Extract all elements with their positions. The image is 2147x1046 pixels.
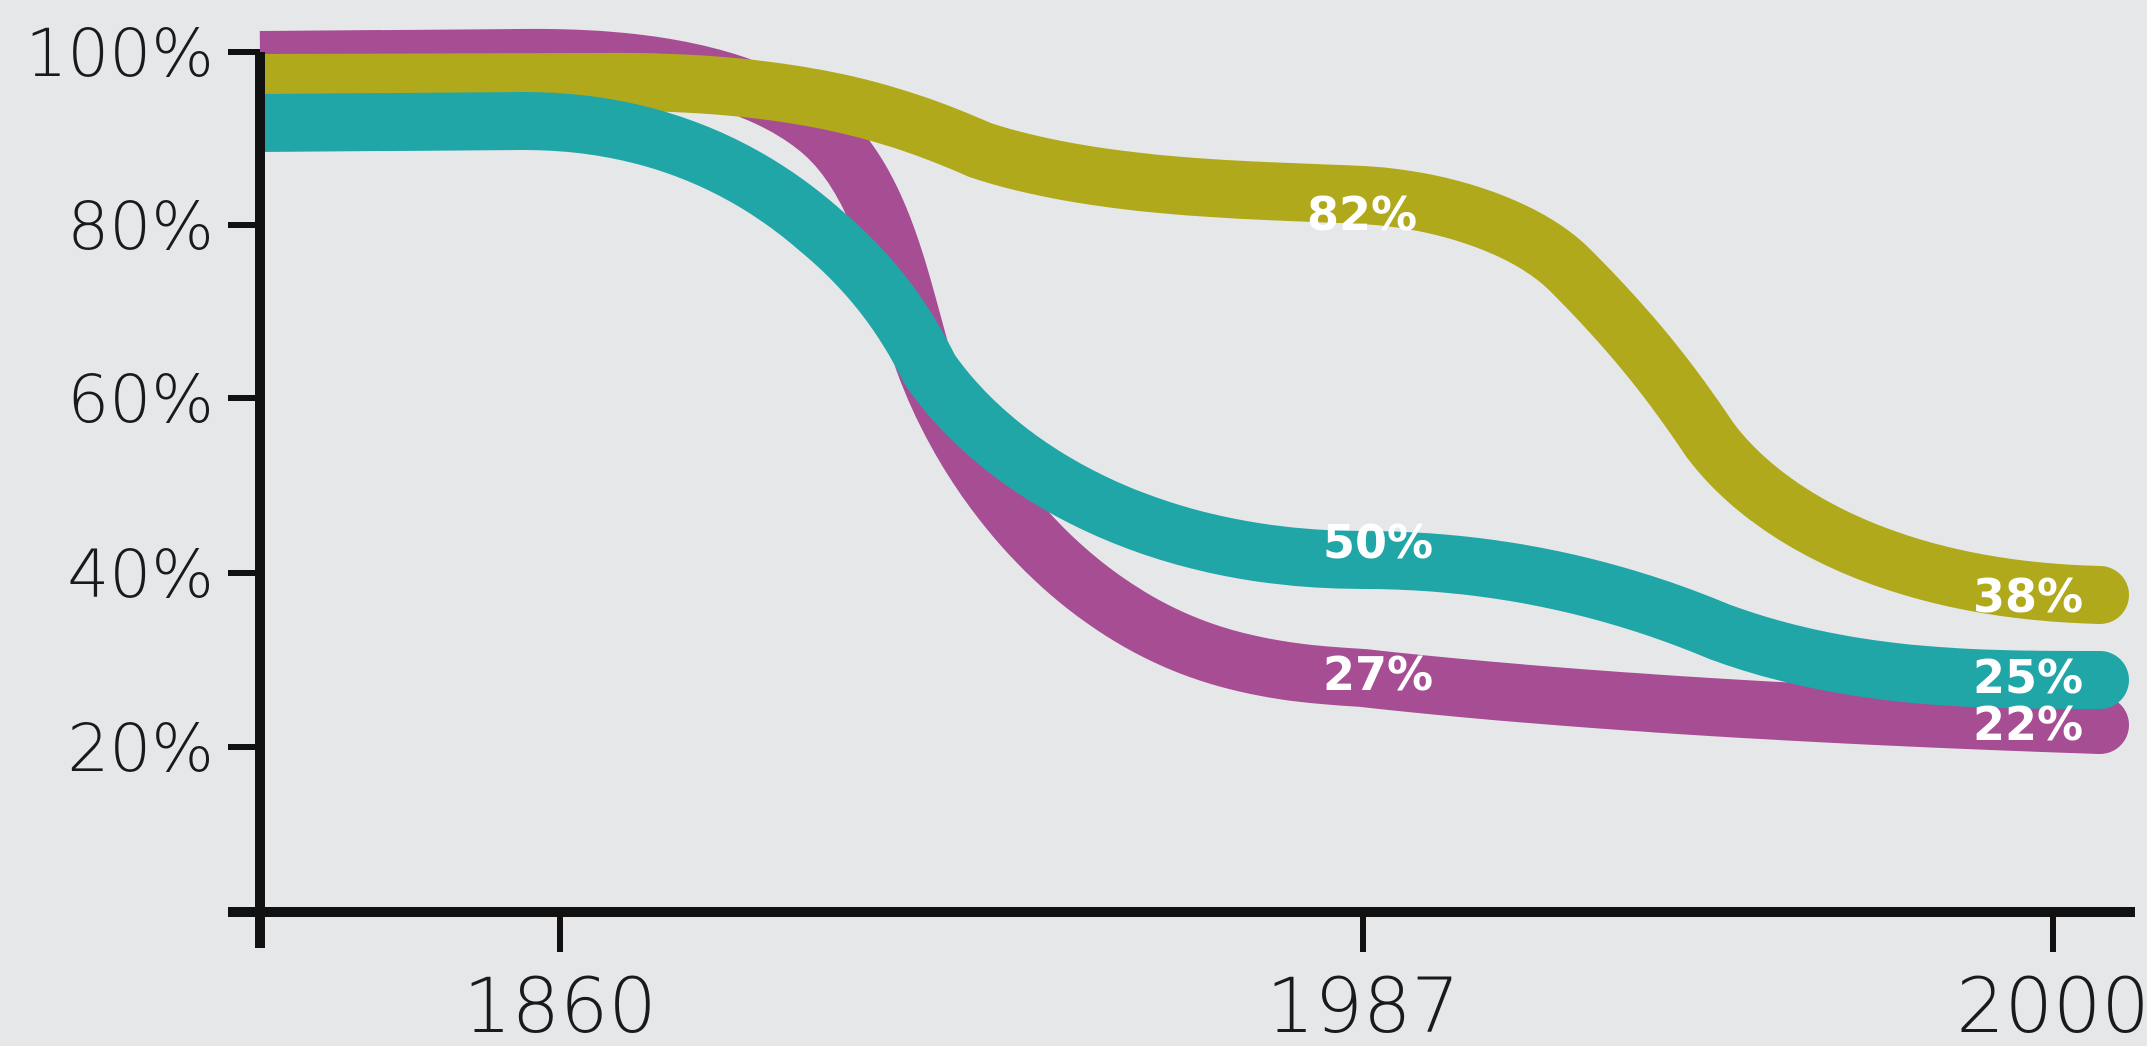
x-tick-label: 2000 xyxy=(1956,961,2147,1042)
data-label: 27% xyxy=(1323,647,1433,701)
data-label: 82% xyxy=(1307,187,1417,241)
x-tick-label: 1860 xyxy=(463,961,656,1042)
data-label: 38% xyxy=(1973,569,2083,623)
y-tick-label: 80% xyxy=(67,188,214,265)
x-tick-label: 1987 xyxy=(1266,961,1459,1042)
data-label: 22% xyxy=(1973,697,2083,751)
data-label: 50% xyxy=(1323,515,1433,569)
y-tick-label: 20% xyxy=(67,710,214,787)
data-label: 25% xyxy=(1973,650,2083,704)
series-layer xyxy=(260,58,2129,754)
y-tick-label: 100% xyxy=(25,15,214,92)
y-tick-label: 60% xyxy=(67,361,214,438)
y-tick-label: 40% xyxy=(67,536,214,613)
